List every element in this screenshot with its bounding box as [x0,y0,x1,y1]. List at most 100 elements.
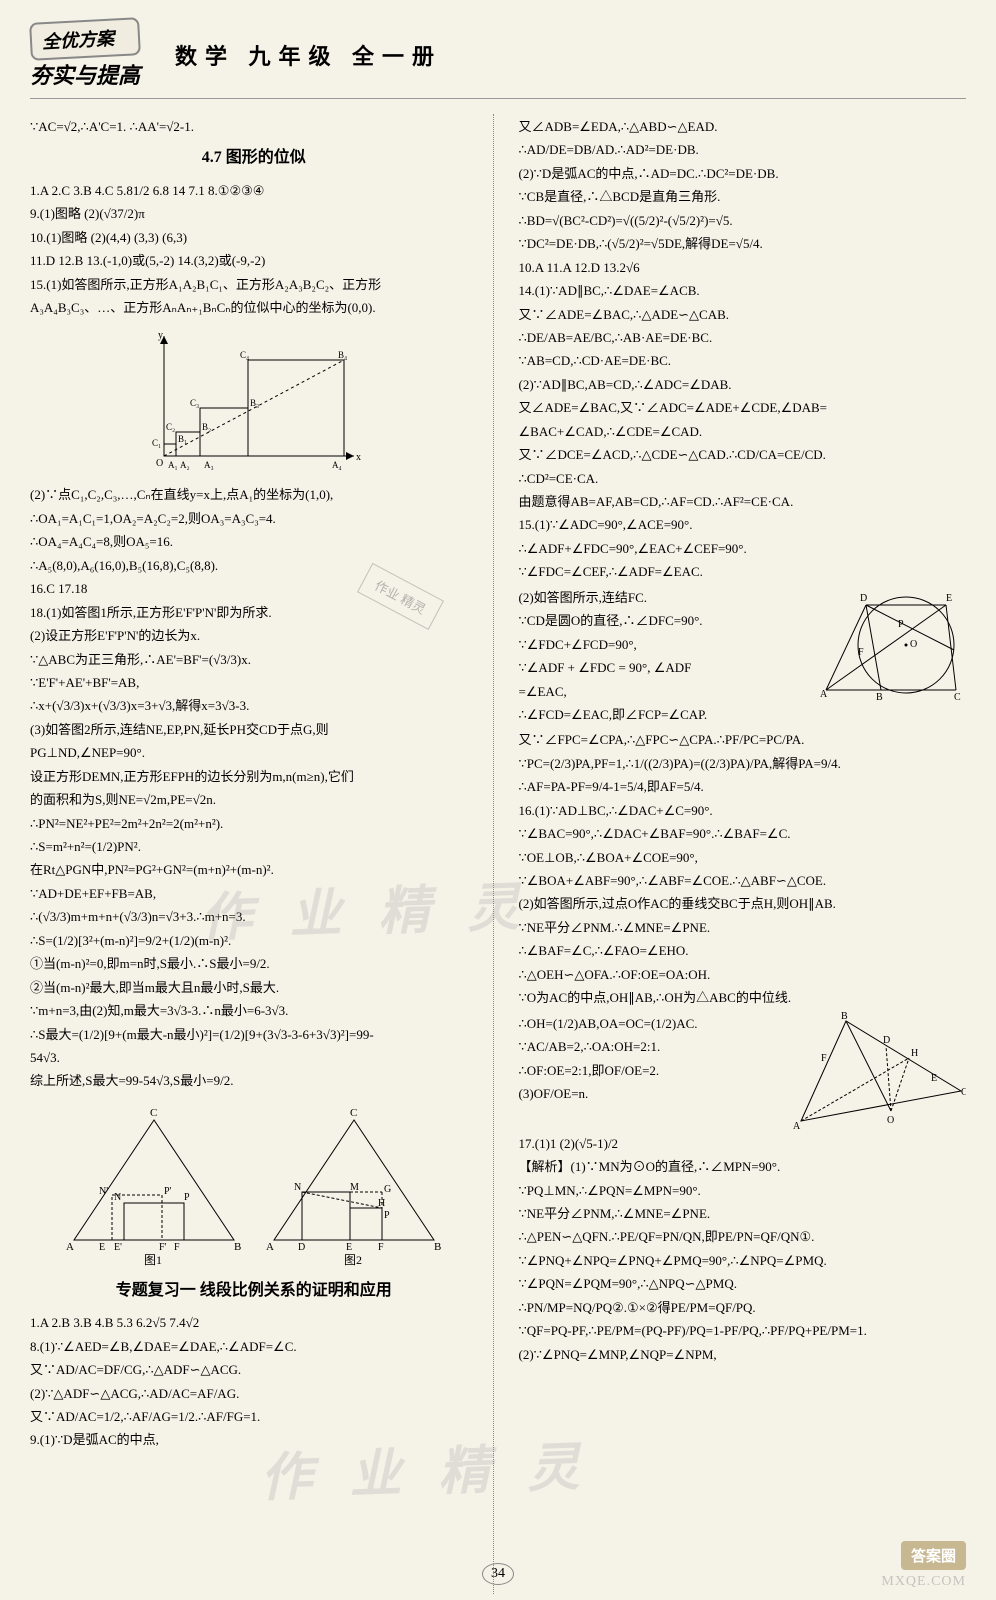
text-line: ∵AC=√2,∴A'C=1. ∴AA'=√2-1. [30,116,478,137]
svg-text:A: A [793,1121,801,1131]
text-line: ∴S最大=(1/2)[9+(m最大-n最小)²]=(1/2)[9+(3√3-3-… [30,1024,478,1045]
svg-text:O: O [910,639,917,650]
text-line: 16.(1)∵AD⊥BC,∴∠DAC+∠C=90°. [519,800,967,821]
text-line: ∵PQ⊥MN,∴∠PQN=∠MPN=90°. [519,1180,967,1201]
svg-text:C₁: C₁ [152,438,161,448]
section-title: 4.7 图形的位似 [30,145,478,171]
text-line: ∵DC²=DE·DB,∴(√5/2)²=√5DE,解得DE=√5/4. [519,233,967,254]
text-line: ∵CD是圆O的直径,∴∠DFC=90°. [519,610,811,631]
svg-text:N: N [114,1192,121,1203]
text-line: ∴S=(1/2)[3²+(m-n)²]=9/2+(1/2)(m-n)². [30,930,478,951]
text-line: ∴OH=(1/2)AB,OA=OC=(1/2)AC. [519,1013,786,1034]
text-line: ∴∠ADF+∠FDC=90°,∠EAC+∠CEF=90°. [519,538,967,559]
svg-text:F: F [378,1242,384,1253]
svg-text:C₂: C₂ [166,422,175,432]
text-line: 由题意得AB=AF,AB=CD,∴AF=CD.∴AF²=CE·CA. [519,491,967,512]
text-line: ∴OF:OE=2:1,即OF/OE=2. [519,1060,786,1081]
svg-text:D: D [860,593,867,604]
text-line: 10.A 11.A 12.D 13.2√6 [519,257,967,278]
page-header: 全优方案 夯实与提高 数学 九年级 全一册 [30,20,966,99]
svg-text:G: G [384,1184,391,1195]
text-line: 的面积和为S,则NE=√2m,PE=√2n. [30,789,478,810]
text-line: (2)∵点C₁,C₂,C₃,…,Cₙ在直线y=x上,点A₁的坐标为(1,0), [30,484,478,505]
left-column: ∵AC=√2,∴A'C=1. ∴AA'=√2-1. 4.7 图形的位似 1.A … [30,114,494,1594]
text-line: ∵△ABC为正三角形,∴AE'=BF'=(√3/3)x. [30,649,478,670]
header-subject: 数学 九年级 全一册 [175,39,442,71]
text-line: ∴∠FCD=∠EAC,即∠FCP=∠CAP. [519,704,811,725]
svg-text:P: P [898,619,904,630]
svg-text:B₄: B₄ [338,350,347,360]
circle-diagram: A B C D E F O P [816,585,966,705]
text-line: 9.(1)图略 (2)(√37/2)π [30,203,478,224]
page-number: 34 [482,1563,514,1585]
text-line: ∵∠ADF + ∠FDC = 90°, ∠ADF [519,657,811,678]
svg-text:A₄: A₄ [332,460,342,470]
text-line: 在Rt△PGN中,PN²=PG²+GN²=(m+n)²+(m-n)². [30,859,478,880]
text-line: ∴x+(√3/3)x+(√3/3)x=3+√3,解得x=3√3-3. [30,695,478,716]
footer-site: MXQE.COM [881,1574,966,1590]
svg-text:O: O [887,1115,894,1126]
text-line: (2)如答图所示,连结FC. [519,587,811,608]
text-line: ∴△PEN∽△QFN.∴PE/QF=PN/QN,即PE/PN=QF/QN①. [519,1226,967,1247]
svg-text:图2: 图2 [344,1253,362,1267]
svg-text:C: C [961,1087,966,1098]
svg-text:C: C [350,1107,357,1119]
text-line: ∴AF=PA-PF=9/4-1=5/4,即AF=5/4. [519,776,967,797]
text-line: ∵∠BAC=90°,∴∠DAC+∠BAF=90°.∴∠BAF=∠C. [519,823,967,844]
text-line: 16.C 17.18 [30,578,478,599]
text-line: 8.(1)∵∠AED=∠B,∠DAE=∠DAE,∴∠ADF=∠C. [30,1336,478,1357]
logo-group: 全优方案 夯实与提高 [30,20,140,90]
text-line: 14.(1)∵AD∥BC,∴∠DAE=∠ACB. [519,280,967,301]
logo-top: 全优方案 [29,17,141,61]
svg-text:E: E [931,1073,937,1084]
text-line: 又∵∠ADE=∠BAC,∴△ADE∽△CAB. [519,304,967,325]
svg-text:F: F [858,647,864,658]
svg-text:y: y [158,330,163,341]
svg-text:F: F [174,1242,180,1253]
text-line: ∴A₅(8,0),A₆(16,0),B₅(16,8),C₅(8,8). [30,555,478,576]
text-line: ∵AB=CD,∴CD·AE=DE·BC. [519,350,967,371]
svg-text:M: M [350,1182,359,1193]
svg-text:图1: 图1 [144,1253,162,1267]
text-line: ∴OA₄=A₄C₄=8,则OA₅=16. [30,531,478,552]
text-line: (2)如答图所示,过点O作AC的垂线交BC于点H,则OH∥AB. [519,893,967,914]
text-line: 17.(1)1 (2)(√5-1)/2 [519,1133,967,1154]
svg-text:x: x [356,452,361,463]
svg-text:B: B [841,1011,848,1022]
text-line: ∴PN²=NE²+PE²=2m²+2n²=2(m²+n²). [30,813,478,834]
text-line: ∵OE⊥OB,∴∠BOA+∠COE=90°, [519,847,967,868]
text-line: ∴PN/MP=NQ/PQ②.①×②得PE/PM=QF/PQ. [519,1297,967,1318]
text-line: ∴∠BAF=∠C,∴∠FAO=∠EHO. [519,940,967,961]
right-triangle-diagram: A B C D E F H O [791,1011,966,1131]
text-line: ∵AD+DE+EF+FB=AB, [30,883,478,904]
text-line: (3)OF/OE=n. [519,1083,786,1104]
text-line: ∴CD²=CE·CA. [519,468,967,489]
text-line: 又∵AD/AC=1/2,∴AF/AG=1/2.∴AF/FG=1. [30,1406,478,1427]
text-line: 又∠ADE=∠BAC,又∵∠ADC=∠ADE+∠CDE,∠DAB= [519,397,967,418]
text-line: ∵m+n=3,由(2)知,m最大=3√3-3.∴n最小=6-3√3. [30,1000,478,1021]
svg-text:C: C [954,692,961,703]
text-line: ∴OA₁=A₁C₁=1,OA₂=A₂C₂=2,则OA₃=A₃C₃=4. [30,508,478,529]
coord-squares-diagram: O x y A₁ A₂ A₃ A₄ C₁ C₂ C₃ B₁ B₂ B₃ B₄ C… [144,326,364,476]
text-line: ∵E'F'+AE'+BF'=AB, [30,672,478,693]
text-line: ∴S=m²+n²=(1/2)PN². [30,836,478,857]
svg-text:A₁: A₁ [168,460,178,470]
svg-text:B₃: B₃ [250,398,259,408]
text-line: 综上所述,S最大=99-54√3,S最小=9/2. [30,1070,478,1091]
text-line: 又∵∠DCE=∠ACD,∴△CDE∽△CAD.∴CD/CA=CE/CD. [519,444,967,465]
text-line: (2)∵∠PNQ=∠MNP,∠NQP=∠NPM, [519,1344,967,1365]
text-line: 设正方形DEMN,正方形EFPH的边长分别为m,n(m≥n),它们 [30,766,478,787]
svg-text:B₂: B₂ [202,422,211,432]
text-line: ①当(m-n)²=0,即m=n时,S最小.∴S最小=9/2. [30,953,478,974]
content-columns: ∵AC=√2,∴A'C=1. ∴AA'=√2-1. 4.7 图形的位似 1.A … [30,114,966,1594]
text-line: 1.A 2.B 3.B 4.B 5.3 6.2√5 7.4√2 [30,1312,478,1333]
text-line: ∵NE平分∠PNM.∴∠MNE=∠PNE. [519,917,967,938]
text-line: 9.(1)∵D是弧AC的中点, [30,1429,478,1450]
text-line: ∴DE/AB=AE/BC,∴AB·AE=DE·BC. [519,327,967,348]
text-line: ∵QF=PQ-PF,∴PE/PM=(PQ-PF)/PQ=1-PF/PQ,∴PF/… [519,1320,967,1341]
text-line: ∵∠PQN=∠PQM=90°,∴△NPQ∽△PMQ. [519,1273,967,1294]
text-line: ∵NE平分∠PNM,∴∠MNE=∠PNE. [519,1203,967,1224]
section-title: 专题复习一 线段比例关系的证明和应用 [30,1278,478,1304]
text-line: ∵∠FDC=∠CEF,∴∠ADF=∠EAC. [519,561,967,582]
svg-text:F': F' [159,1242,167,1253]
